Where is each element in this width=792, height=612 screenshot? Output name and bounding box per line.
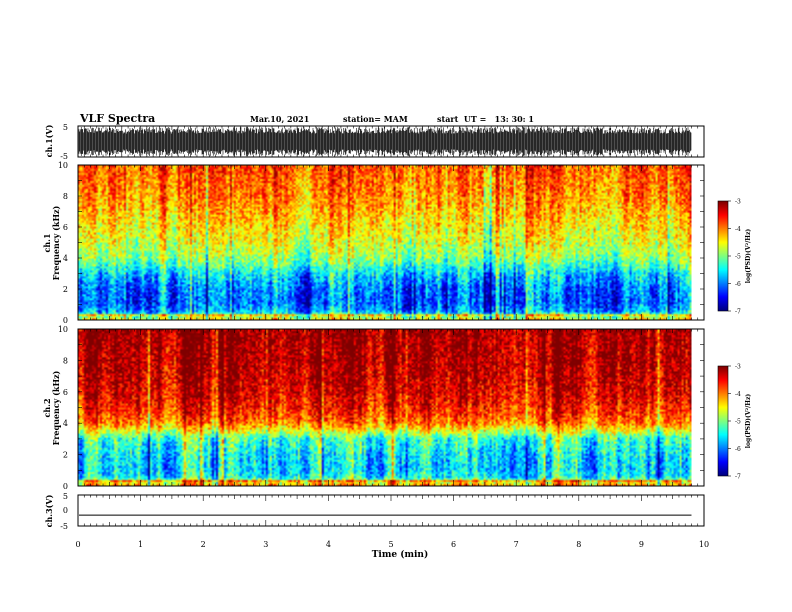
ch1-spectrogram-ytick-10: 10 bbox=[58, 161, 68, 170]
ch2-spectrogram-ytick-6: 6 bbox=[63, 388, 68, 397]
figure-title: VLF Spectra bbox=[79, 112, 155, 125]
ch1-ytick-top: 5 bbox=[63, 123, 68, 132]
ch1-ytick-bottom: -5 bbox=[60, 152, 68, 161]
ch1-colorbar-tick--5: -5 bbox=[735, 254, 741, 261]
x-tick-5: 5 bbox=[388, 540, 393, 549]
header-station: station= MAM bbox=[343, 114, 408, 124]
header-start-time: start UT = 13: 30: 1 bbox=[437, 114, 534, 124]
ch2-spectrogram-ytick-2: 2 bbox=[63, 451, 68, 460]
ch3-ytick-mid: 0 bbox=[63, 506, 68, 515]
ch1-colorbar-tick--3: -3 bbox=[735, 199, 741, 206]
ch1-spectrogram-ylabel-frequency: Frequency (kHz) bbox=[51, 205, 61, 280]
ch1-colorbar-label: log(PSD)(V²/Hz) bbox=[745, 229, 752, 284]
x-tick-7: 7 bbox=[514, 540, 519, 549]
ch2-colorbar-tick--7: -7 bbox=[735, 474, 741, 481]
ch1-spectrogram-ytick-6: 6 bbox=[63, 223, 68, 232]
x-tick-6: 6 bbox=[451, 540, 456, 549]
x-tick-4: 4 bbox=[326, 540, 331, 549]
x-tick-9: 9 bbox=[639, 540, 644, 549]
ch2-spectrogram-ytick-8: 8 bbox=[63, 356, 68, 365]
ch1-waveform-path bbox=[78, 127, 692, 156]
ch2-colorbar-tick--4: -4 bbox=[735, 391, 741, 398]
ch1-spectrogram-ytick-2: 2 bbox=[63, 285, 68, 294]
ch1-spectrogram-ytick-4: 4 bbox=[63, 254, 68, 263]
ch1-spectrogram-panel: 0 2 4 6 8 10 ch.1 Frequency (kHz) bbox=[42, 161, 705, 325]
ch1-colorbar-tick--4: -4 bbox=[735, 226, 741, 233]
ch1-colorbar: -3 -4 -5 -6 -7 log(PSD)(V²/Hz) bbox=[717, 199, 752, 316]
ch1-waveform-trace bbox=[78, 127, 692, 156]
ch2-colorbar-tick--5: -5 bbox=[735, 419, 741, 426]
ch2-spectrogram-image bbox=[78, 329, 692, 486]
x-tick-8: 8 bbox=[576, 540, 581, 549]
ch3-ytick-bottom: -5 bbox=[60, 522, 68, 531]
ch2-colorbar-tick--3: -3 bbox=[735, 364, 741, 371]
ch1-spectrogram-ytick-8: 8 bbox=[63, 192, 68, 201]
x-tick-3: 3 bbox=[263, 540, 268, 549]
ch3-waveform-ylabel: ch.3(V) bbox=[44, 494, 54, 527]
ch3-ytick-top: 5 bbox=[63, 492, 68, 501]
ch2-colorbar-tick--6: -6 bbox=[735, 446, 741, 453]
header-date: Mar.10, 2021 bbox=[250, 114, 309, 124]
x-axis-label: Time (min) bbox=[372, 549, 429, 560]
ch2-spectrogram-ylabel-channel: ch.2 bbox=[42, 398, 52, 417]
ch1-colorbar-tick--7: -7 bbox=[735, 309, 741, 316]
ch1-spectrogram-image bbox=[78, 165, 692, 320]
ch2-spectrogram-ylabel-frequency: Frequency (kHz) bbox=[51, 370, 61, 445]
x-tick-2: 2 bbox=[201, 540, 206, 549]
ch1-spectrogram-ylabel-channel: ch.1 bbox=[42, 233, 52, 252]
ch3-waveform-panel: 5 0 -5 ch.3(V) bbox=[44, 492, 705, 531]
x-tick-10: 10 bbox=[699, 540, 709, 549]
ch2-spectrogram-ytick-0: 0 bbox=[63, 482, 68, 491]
ch1-waveform-panel: 5 -5 ch.1(V) bbox=[44, 123, 705, 161]
ch2-colorbar-gradient bbox=[718, 366, 728, 476]
ch2-spectrogram-ytick-4: 4 bbox=[63, 419, 68, 428]
ch1-spectrogram-ytick-0: 0 bbox=[63, 316, 68, 325]
x-axis-tick-labels: 0 1 2 3 4 5 6 7 8 9 10 bbox=[75, 540, 709, 549]
ch2-spectrogram-panel: 0 2 4 6 8 10 ch.2 Frequency (kHz) bbox=[42, 325, 705, 491]
x-tick-1: 1 bbox=[138, 540, 143, 549]
ch1-waveform-ylabel: ch.1(V) bbox=[44, 124, 54, 157]
ch2-spectrogram-ytick-10: 10 bbox=[58, 325, 68, 334]
ch2-colorbar: -3 -4 -5 -6 -7 log(PSD)(V²/Hz) bbox=[717, 364, 752, 481]
ch1-colorbar-tick--6: -6 bbox=[735, 281, 741, 288]
ch2-colorbar-label: log(PSD)(V²/Hz) bbox=[745, 394, 752, 449]
x-tick-0: 0 bbox=[75, 540, 80, 549]
ch1-colorbar-gradient bbox=[718, 201, 728, 311]
